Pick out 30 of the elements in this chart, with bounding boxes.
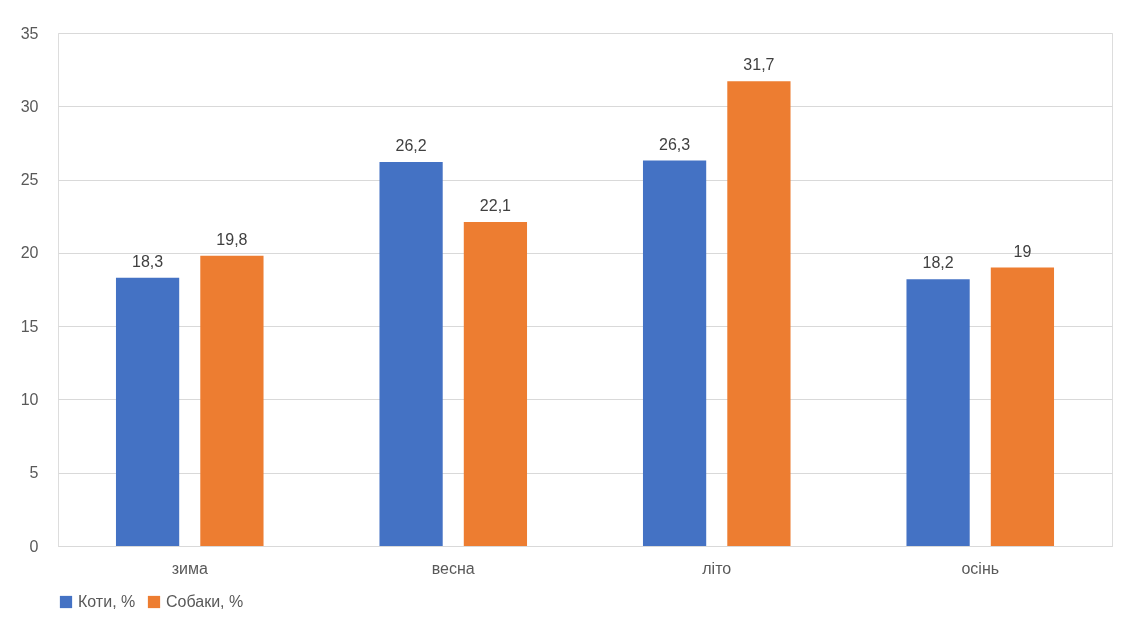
data-label: 19,8 [216, 230, 248, 248]
bar [463, 222, 528, 546]
bar [379, 161, 443, 546]
bar [642, 160, 707, 546]
bar [990, 267, 1055, 546]
y-tick-label: 15 [20, 317, 39, 335]
bar [906, 279, 970, 546]
bar [727, 81, 791, 546]
data-label: 22,1 [479, 197, 512, 215]
y-tick-label: 5 [29, 464, 39, 482]
data-label: 18,3 [132, 252, 164, 270]
data-label: 18,2 [922, 254, 954, 272]
data-label: 26,3 [659, 135, 691, 153]
bar [200, 255, 264, 546]
data-label: 31,7 [743, 56, 775, 74]
x-tick-label: літо [702, 559, 732, 577]
legend-label: Коти, % [78, 593, 136, 610]
y-tick-label: 20 [20, 244, 39, 262]
data-label: 19 [1013, 242, 1032, 260]
y-tick-label: 0 [29, 537, 39, 555]
y-tick-label: 35 [20, 24, 39, 42]
y-tick-label: 10 [20, 390, 39, 408]
data-label: 26,2 [395, 136, 427, 154]
y-tick-label: 25 [20, 171, 39, 189]
x-tick-label: осінь [961, 559, 1000, 577]
y-tick-label: 30 [20, 97, 39, 115]
legend-label: Собаки, % [166, 593, 244, 610]
bar [115, 277, 180, 546]
x-tick-label: зима [171, 559, 208, 577]
x-tick-label: весна [431, 559, 475, 577]
